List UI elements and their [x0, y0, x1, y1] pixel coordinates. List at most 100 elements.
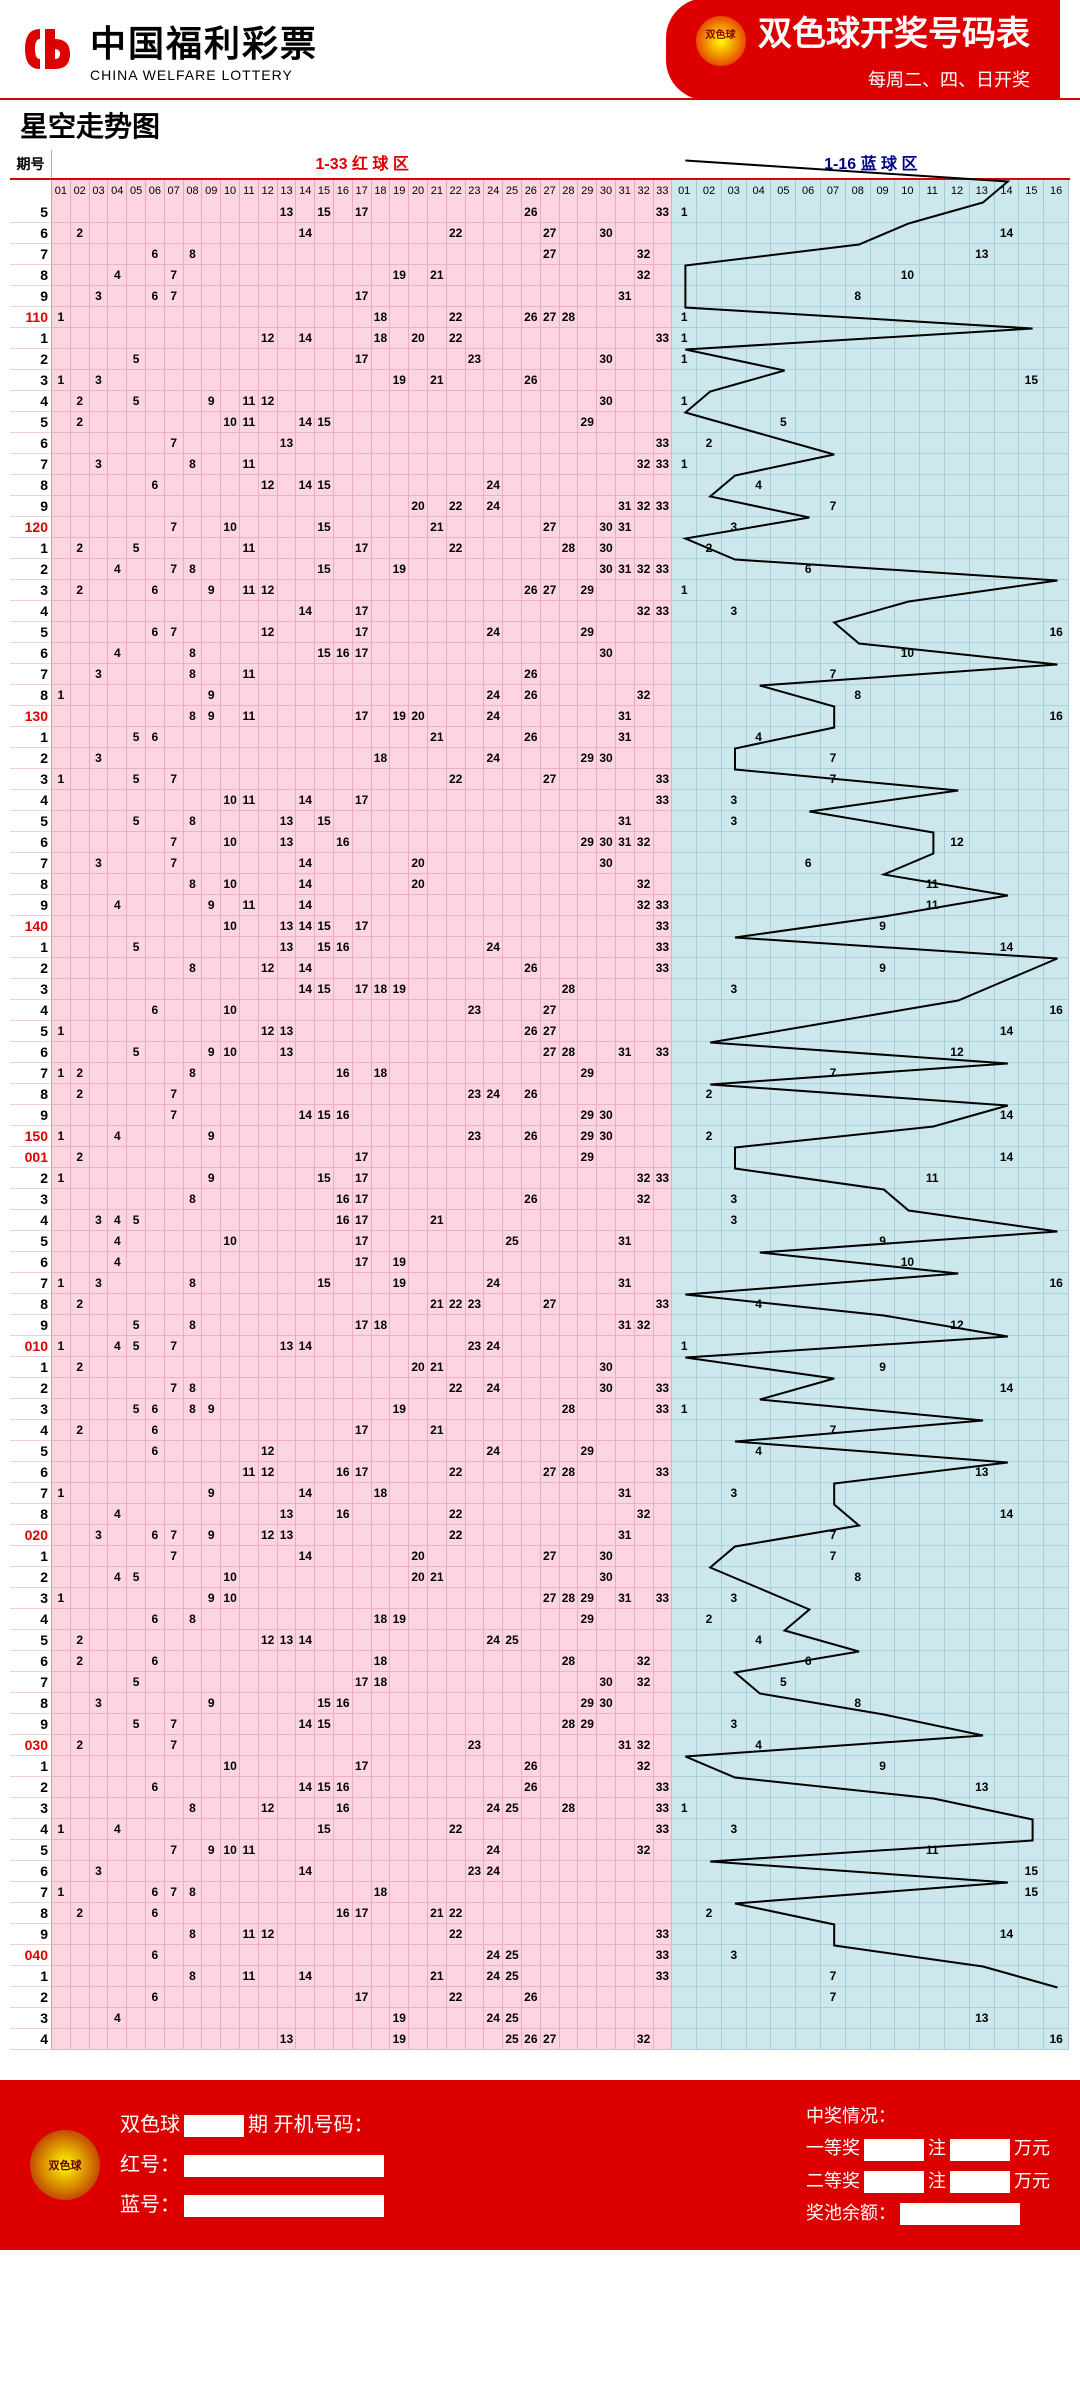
blue-cell	[821, 1231, 846, 1252]
red-cell	[221, 1987, 240, 2008]
red-cell	[484, 1714, 503, 1735]
red-cell	[616, 1021, 635, 1042]
red-cell	[353, 1063, 372, 1084]
blue-cell	[945, 328, 970, 349]
red-cell	[278, 1084, 297, 1105]
red-cell	[184, 1105, 203, 1126]
blue-cell	[1044, 1966, 1069, 1987]
blue-cell	[672, 1672, 697, 1693]
blue-cell	[1044, 685, 1069, 706]
blue-cell	[1044, 1945, 1069, 1966]
red-cell	[278, 1210, 297, 1231]
red-cell	[259, 1609, 278, 1630]
prize1c: 万元	[1014, 2138, 1050, 2158]
red-cell	[635, 790, 654, 811]
red-cell	[184, 1042, 203, 1063]
red-cell: 5	[127, 538, 146, 559]
blue-cell	[722, 1273, 747, 1294]
red-cell	[165, 1252, 184, 1273]
red-cell	[522, 286, 541, 307]
data-row: 030272331324	[10, 1735, 1070, 1756]
red-cell	[221, 601, 240, 622]
blue-cell	[796, 727, 821, 748]
blue-cell	[747, 1840, 772, 1861]
red-cell	[71, 853, 90, 874]
data-row: 73811267	[10, 664, 1070, 685]
red-cell	[428, 1336, 447, 1357]
data-row: 356891928331	[10, 1399, 1070, 1420]
blue-cell	[970, 433, 995, 454]
red-cell	[428, 475, 447, 496]
red-cell: 6	[146, 1399, 165, 1420]
period-cell: 2	[10, 349, 52, 370]
blue-cell	[821, 1756, 846, 1777]
red-cell: 14	[296, 1777, 315, 1798]
red-cell: 27	[541, 769, 560, 790]
blue-cell	[920, 433, 945, 454]
red-cell	[296, 307, 315, 328]
data-row: 17142027307	[10, 1546, 1070, 1567]
blue-cell	[920, 1210, 945, 1231]
red-cell	[447, 1441, 466, 1462]
red-cell	[184, 1777, 203, 1798]
red-cell	[503, 727, 522, 748]
blue-cell	[747, 685, 772, 706]
red-cell	[409, 1756, 428, 1777]
red-cell	[654, 1063, 673, 1084]
red-cell	[541, 1798, 560, 1819]
red-cell	[334, 1420, 353, 1441]
red-cell	[90, 1420, 109, 1441]
red-cell	[635, 307, 654, 328]
red-cell: 21	[428, 265, 447, 286]
red-cell	[635, 370, 654, 391]
red-cell	[278, 1168, 297, 1189]
red-cell	[616, 1357, 635, 1378]
blue-cell: 14	[995, 1924, 1020, 1945]
red-cell	[221, 1462, 240, 1483]
red-cell	[503, 580, 522, 601]
red-cell	[353, 1924, 372, 1945]
blue-cell	[895, 1504, 920, 1525]
red-cell	[315, 1630, 334, 1651]
red-cell	[184, 979, 203, 1000]
red-cell	[71, 475, 90, 496]
red-cell	[165, 874, 184, 895]
red-cell	[165, 958, 184, 979]
red-cell	[560, 202, 579, 223]
red-cell	[522, 1735, 541, 1756]
blue-cell	[1044, 853, 1069, 874]
blue-cell	[747, 1336, 772, 1357]
red-cell	[484, 1546, 503, 1567]
red-cell	[334, 202, 353, 223]
period-cell: 3	[10, 2008, 52, 2029]
blue-cell	[920, 1042, 945, 1063]
red-cell	[259, 748, 278, 769]
blue-cell	[821, 832, 846, 853]
red-cell	[428, 1861, 447, 1882]
blue-cell	[895, 685, 920, 706]
red-cell	[353, 1336, 372, 1357]
blue-cell	[672, 1315, 697, 1336]
red-cell	[654, 1126, 673, 1147]
data-row: 957141528293	[10, 1714, 1070, 1735]
blue-cell	[771, 223, 796, 244]
red-cell	[390, 286, 409, 307]
blue-cell	[672, 2029, 697, 2050]
red-cell: 26	[522, 664, 541, 685]
blue-cell	[771, 937, 796, 958]
blue-cell: 4	[747, 727, 772, 748]
blue-cell: 3	[722, 517, 747, 538]
blue-cell	[697, 412, 722, 433]
red-cell	[165, 1273, 184, 1294]
red-cell	[635, 1966, 654, 1987]
red-cell	[127, 1252, 146, 1273]
red-cell	[428, 202, 447, 223]
blue-cell	[747, 538, 772, 559]
red-cell	[71, 1210, 90, 1231]
red-cell	[146, 1273, 165, 1294]
blue-cell	[945, 1567, 970, 1588]
red-cell	[372, 1798, 391, 1819]
red-cell	[654, 622, 673, 643]
red-cell: 28	[560, 538, 579, 559]
red-cell: 30	[597, 538, 616, 559]
